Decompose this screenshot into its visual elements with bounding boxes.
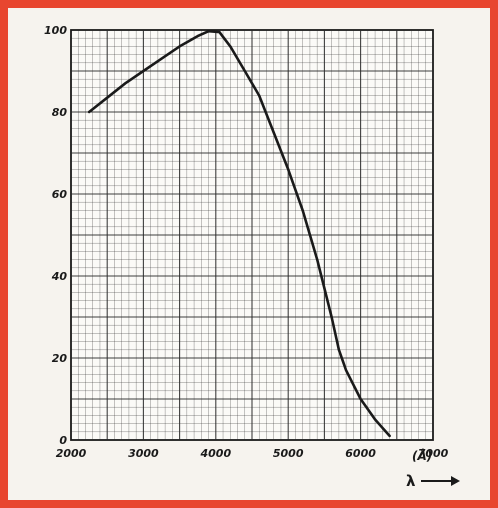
data-point [106,96,109,99]
x-tick-label: 3000 [128,447,159,460]
data-point [337,348,340,351]
x-tick-label: 6000 [345,447,376,460]
y-tick-label: 0 [59,434,67,447]
data-point [287,168,290,171]
series-group [87,29,391,438]
data-point [316,258,319,261]
data-point [388,435,391,437]
y-tick-label: 80 [52,106,68,119]
y-tick-label: 20 [52,352,68,365]
x-tick-label: 4000 [199,447,231,460]
y-tick-label: 100 [44,24,67,37]
line-chart: 2000 3000 4000 5000 6000 7000 0 20 40 60 80 100 (Å)… [44,24,460,490]
data-point [160,57,163,60]
data-point [258,94,261,97]
data-point [218,31,221,33]
data-point [207,30,210,33]
data-point [345,369,348,372]
x-tick-label: 5000 [273,447,304,460]
series-line [87,29,391,438]
data-point [243,70,246,72]
data-point [272,131,275,134]
tick-labels: 2000 3000 4000 5000 6000 7000 0 20 40 60 80 100 [44,24,449,460]
data-point [330,316,333,318]
y-tick-label: 60 [52,188,68,201]
x-tick-label: 7000 [418,447,449,460]
data-point [374,418,376,421]
data-point [229,45,232,48]
data-point [178,45,181,48]
chart-grid [70,29,434,441]
x-axis-arrow-icon [421,476,460,486]
x-tick-label: 2000 [56,447,87,460]
data-point [88,111,90,113]
x-axis-label: λ [406,472,416,490]
y-tick-label: 40 [51,270,68,283]
data-point [301,209,304,212]
data-point [359,398,362,400]
data-point [142,70,145,72]
data-point [124,82,127,85]
x-unit-label: (Å) [412,448,432,463]
data-point [196,35,199,38]
